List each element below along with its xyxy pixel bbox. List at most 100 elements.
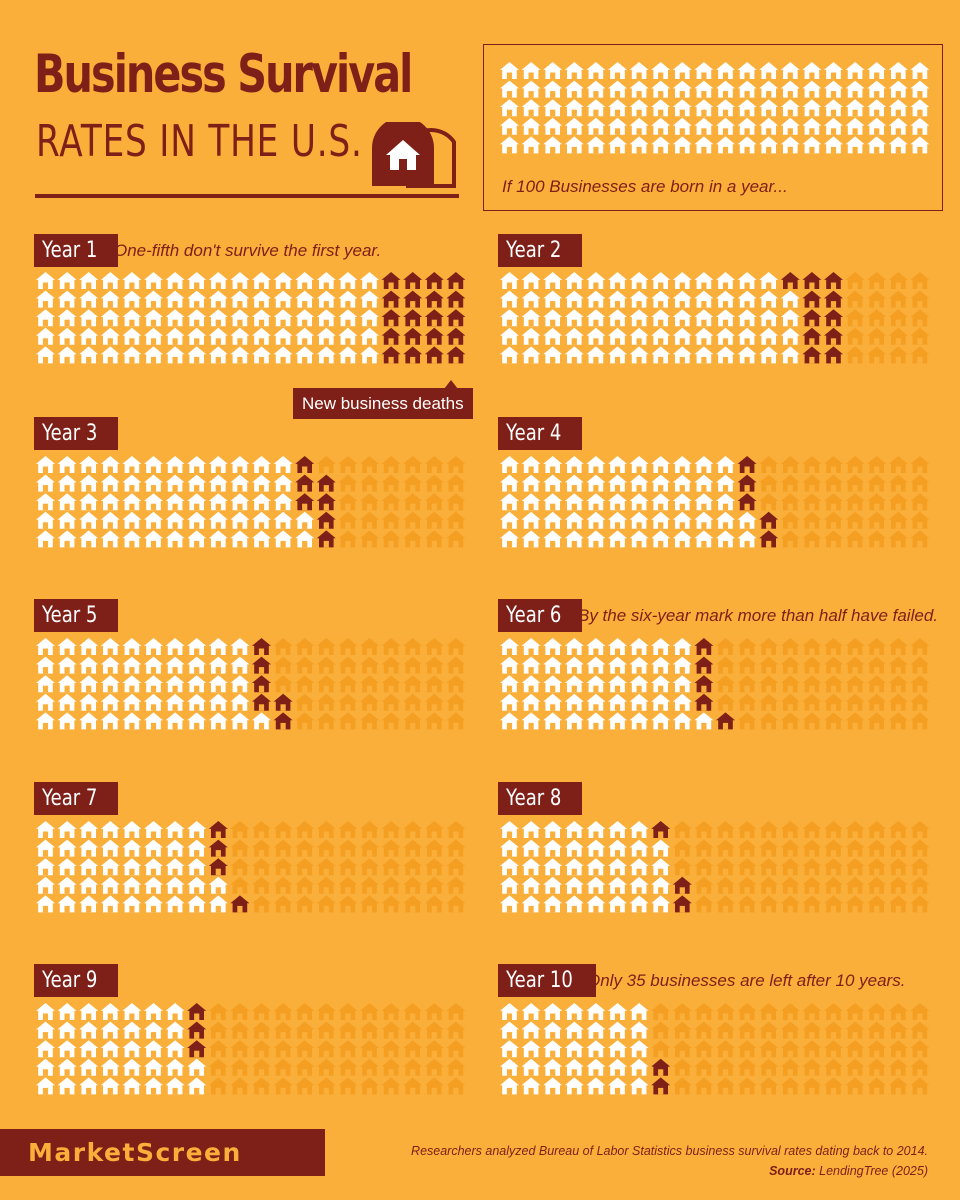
past-death-business-icon bbox=[780, 858, 800, 876]
survivor-business-icon bbox=[57, 1058, 77, 1076]
survivor-business-icon bbox=[273, 474, 293, 492]
past-death-business-icon bbox=[424, 693, 444, 711]
past-death-business-icon bbox=[424, 493, 444, 511]
survivor-business-icon bbox=[500, 1021, 519, 1039]
past-death-business-icon bbox=[824, 530, 843, 548]
survivor-business-icon bbox=[165, 309, 185, 327]
past-death-business-icon bbox=[295, 839, 315, 857]
survivor-business-icon bbox=[36, 1021, 55, 1039]
past-death-business-icon bbox=[845, 1058, 865, 1076]
past-death-business-icon bbox=[845, 456, 865, 473]
past-death-business-icon bbox=[867, 1077, 887, 1095]
survivor-business-icon bbox=[629, 821, 649, 838]
past-death-business-icon bbox=[252, 1077, 271, 1095]
new-death-business-icon bbox=[424, 327, 444, 345]
past-death-business-icon bbox=[360, 693, 379, 711]
new-death-business-icon bbox=[252, 693, 271, 711]
survivor-business-icon bbox=[100, 530, 120, 548]
survivor-business-icon bbox=[586, 327, 606, 345]
new-death-business-icon bbox=[446, 290, 466, 308]
survivor-business-icon bbox=[122, 456, 142, 473]
past-death-business-icon bbox=[888, 1040, 908, 1058]
survivor-business-icon bbox=[100, 474, 120, 492]
past-death-business-icon bbox=[446, 511, 466, 529]
year-10-note: Only 35 businesses are left after 10 yea… bbox=[587, 971, 906, 990]
year-4-pictogram bbox=[500, 456, 930, 548]
past-death-business-icon bbox=[802, 1003, 822, 1020]
past-death-business-icon bbox=[910, 272, 930, 289]
survivor-business-icon bbox=[360, 290, 379, 308]
past-death-business-icon bbox=[360, 1040, 379, 1058]
survivor-business-icon bbox=[36, 839, 55, 857]
survivor-business-icon bbox=[100, 327, 120, 345]
past-death-business-icon bbox=[759, 839, 779, 857]
survivor-business-icon bbox=[144, 895, 163, 913]
survivor-business-icon bbox=[252, 272, 271, 289]
newborn-business-icon bbox=[780, 99, 800, 117]
past-death-business-icon bbox=[295, 858, 315, 876]
past-death-business-icon bbox=[824, 839, 843, 857]
survivor-business-icon bbox=[543, 1021, 563, 1039]
survivor-business-icon bbox=[521, 1040, 541, 1058]
past-death-business-icon bbox=[867, 474, 887, 492]
survivor-business-icon bbox=[564, 493, 584, 511]
new-death-business-icon bbox=[651, 821, 671, 838]
past-death-business-icon bbox=[295, 1077, 315, 1095]
survivor-business-icon bbox=[144, 1040, 163, 1058]
past-death-business-icon bbox=[446, 656, 466, 674]
survivor-business-icon bbox=[759, 309, 779, 327]
survivor-business-icon bbox=[36, 693, 55, 711]
survivor-business-icon bbox=[36, 895, 55, 913]
survivor-business-icon bbox=[586, 675, 606, 693]
survivor-business-icon bbox=[165, 712, 185, 730]
survivor-business-icon bbox=[586, 511, 606, 529]
past-death-business-icon bbox=[802, 1040, 822, 1058]
survivor-business-icon bbox=[586, 309, 606, 327]
survivor-business-icon bbox=[608, 309, 627, 327]
past-death-business-icon bbox=[737, 821, 757, 838]
survivor-business-icon bbox=[230, 290, 250, 308]
survivor-business-icon bbox=[521, 530, 541, 548]
new-death-business-icon bbox=[651, 1077, 671, 1095]
survivor-business-icon bbox=[144, 876, 163, 894]
newborn-business-icon bbox=[564, 80, 584, 98]
past-death-business-icon bbox=[780, 530, 800, 548]
past-death-business-icon bbox=[694, 1021, 714, 1039]
newborn-business-icon bbox=[759, 99, 779, 117]
past-death-business-icon bbox=[845, 821, 865, 838]
past-death-business-icon bbox=[316, 1003, 336, 1020]
past-death-business-icon bbox=[230, 1077, 250, 1095]
past-death-business-icon bbox=[780, 511, 800, 529]
survivor-business-icon bbox=[360, 346, 379, 364]
survivor-business-icon bbox=[144, 1058, 163, 1076]
survivor-business-icon bbox=[79, 1077, 99, 1095]
past-death-business-icon bbox=[316, 675, 336, 693]
past-death-business-icon bbox=[446, 839, 466, 857]
survivor-business-icon bbox=[521, 327, 541, 345]
past-death-business-icon bbox=[424, 638, 444, 655]
past-death-business-icon bbox=[780, 1077, 800, 1095]
survivor-business-icon bbox=[629, 656, 649, 674]
newborn-business-icon bbox=[543, 62, 563, 79]
new-death-business-icon bbox=[381, 272, 401, 289]
survivor-business-icon bbox=[79, 272, 99, 289]
new-death-business-icon bbox=[824, 346, 843, 364]
past-death-business-icon bbox=[273, 1058, 293, 1076]
new-death-business-icon bbox=[737, 474, 757, 492]
survivor-business-icon bbox=[230, 493, 250, 511]
survivor-business-icon bbox=[629, 675, 649, 693]
past-death-business-icon bbox=[780, 656, 800, 674]
past-death-business-icon bbox=[694, 858, 714, 876]
past-death-business-icon bbox=[867, 1040, 887, 1058]
past-death-business-icon bbox=[910, 839, 930, 857]
survivor-business-icon bbox=[36, 272, 55, 289]
past-death-business-icon bbox=[446, 821, 466, 838]
past-death-business-icon bbox=[651, 1021, 671, 1039]
past-death-business-icon bbox=[888, 511, 908, 529]
past-death-business-icon bbox=[295, 693, 315, 711]
past-death-business-icon bbox=[780, 876, 800, 894]
past-death-business-icon bbox=[316, 1058, 336, 1076]
year-8-pictogram bbox=[500, 821, 930, 913]
survivor-business-icon bbox=[252, 712, 271, 730]
survivor-business-icon bbox=[629, 1077, 649, 1095]
